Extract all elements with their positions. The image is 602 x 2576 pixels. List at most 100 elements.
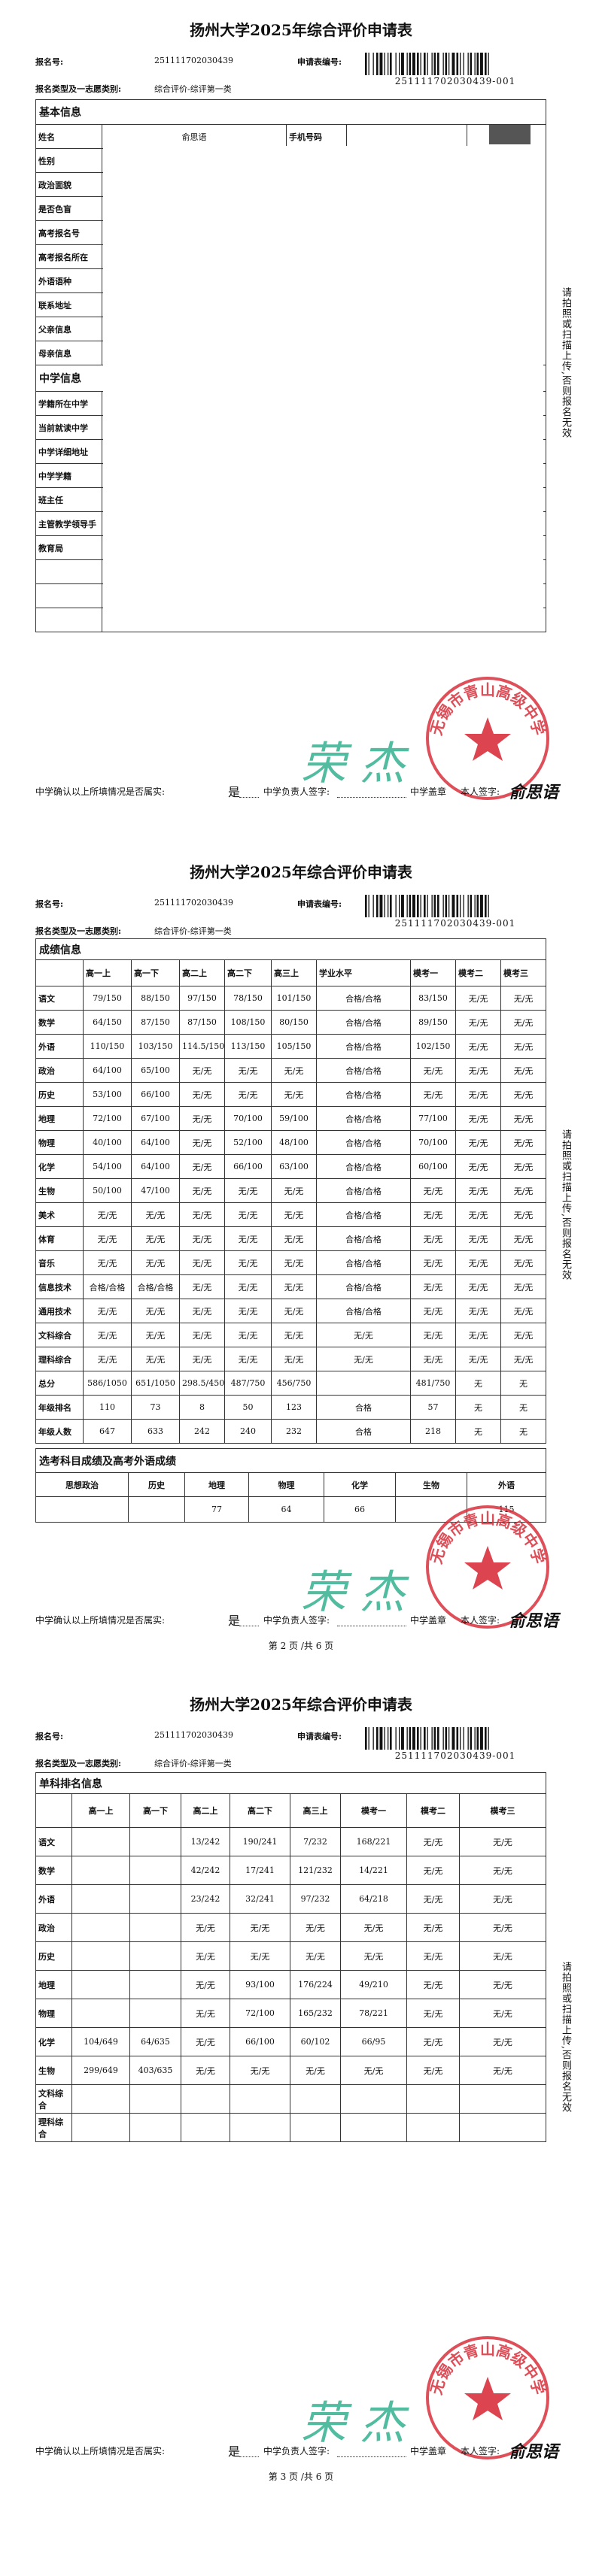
table-cell: 无/无 [230,1941,290,1971]
table-row: 姓名 俞思语 手机号码 [35,124,547,365]
barcode-bar [395,895,397,917]
barcode-bar [451,53,455,75]
table-cell [290,2113,341,2142]
barcode-bar [406,53,408,75]
table-cell: 俞思语 [102,124,287,149]
table-cell: 无/无 [458,2056,547,2085]
table-cell [129,1884,181,1914]
principal-label: 中学负责人签字: [263,1615,330,1626]
table-cell: 70/100 [224,1106,272,1131]
table-cell: 63/100 [271,1154,317,1179]
table-cell: 无/无 [458,1827,547,1856]
table-row: 历史 无/无 无/无 无/无 无/无 无/无 无/无 [35,1941,547,1971]
table-cell: 高二下 [230,1793,290,1828]
table-cell: 无/无 [224,1250,272,1275]
table-cell: 无/无 [410,1058,456,1083]
table-cell: 无/无 [500,1010,547,1035]
table-cell: 历史 [35,1082,84,1107]
principal-label: 中学负责人签字: [263,786,330,797]
barcode-bar [412,1727,415,1750]
table-cell: 父亲信息 [35,317,102,341]
barcode [365,895,489,917]
table-cell: 选考科目成绩及高考外语成绩 [35,1448,547,1473]
barcode-bar [379,1727,383,1750]
table-cell: 合格/合格 [316,1058,411,1083]
type-label: 报名类型及一志愿类别: [35,1759,122,1768]
table-cell: 语文 [35,1827,72,1856]
table-row: 政治 无/无 无/无 无/无 无/无 无/无 无/无 [35,1913,547,1942]
table-cell: 无/无 [224,1299,272,1323]
barcode-bar [372,895,374,917]
table-row: 美术 无/无 无/无 无/无 无/无 无/无 合格/合格 无/无 无/无 无/无 [35,1202,547,1227]
table-cell [71,1884,130,1914]
table-cell: 123 [271,1395,317,1420]
barcode [365,53,489,75]
side-note: 请拍照或扫描上传,否则报名无效 [560,1962,571,2114]
table-cell: 外语语种 [35,268,102,293]
table-cell: 60/102 [290,2027,341,2056]
table-cell: 外语 [466,1472,547,1497]
barcode-bar [448,53,450,75]
table-cell [406,2113,460,2142]
table-cell: 模考三 [458,1793,547,1828]
table-cell: 无/无 [340,2056,407,2085]
table-cell: 651/1050 [131,1371,180,1396]
table-row: 文科综合 [35,2084,547,2114]
table-cell: 59/100 [271,1106,317,1131]
barcode-bar [476,1727,479,1750]
table-cell: 高考报名号 [35,220,102,245]
seal-ring [426,1505,549,1629]
table-cell: 无/无 [131,1323,180,1347]
barcode-bar [485,53,487,75]
table-cell: 无/无 [179,1106,225,1131]
barcode-bar [445,53,448,75]
barcode-bar [401,1727,404,1750]
table-cell: 无 [455,1395,501,1420]
table-cell: 高二上 [181,1793,230,1828]
table-row: 理科综合 [35,2113,547,2142]
table-cell: 49/210 [340,1970,407,1999]
table-cell: 无/无 [224,1226,272,1251]
table-cell: 78/221 [340,1999,407,2028]
table-cell: 无/无 [179,1058,225,1083]
seal-label: 中学盖章 [410,786,447,797]
barcode-bar [437,53,439,75]
table-cell: 政治 [35,1058,84,1083]
table-cell: 物理 [35,1999,72,2028]
principal-label: 中学负责人签字: [263,2446,330,2456]
table-cell: 无/无 [458,1884,547,1914]
table-cell: 思想政治 [35,1472,129,1497]
table-cell: 无/无 [410,1082,456,1107]
type-value: 综合评价-综评第一类 [154,926,232,936]
page-number: 第 3 页 /共 6 页 [268,2471,334,2482]
form-page: 扬州大学2025年综合评价申请表 报名号: 251111702030439 申请表编号… [0,842,602,1674]
barcode-bar [412,895,415,917]
table-cell: 64 [248,1496,324,1523]
table-cell: 无 [500,1419,547,1444]
barcode-bar [390,53,392,75]
table-cell [395,1496,467,1523]
table-cell: 无/无 [179,1130,225,1155]
table-cell: 无/无 [224,1178,272,1203]
table-cell: 104/649 [71,2027,130,2056]
self-label: 本人签字: [461,2446,500,2456]
table-cell: 无/无 [179,1250,225,1275]
table-cell: 无/无 [410,1250,456,1275]
table-cell: 无/无 [83,1323,132,1347]
table-cell: 113/150 [224,1034,272,1059]
confirm-question: 中学确认以上所填情况是否属实: [35,1615,166,1626]
table-cell [71,1827,130,1856]
barcode-bar [467,53,469,75]
table-cell: 87/150 [179,1010,225,1035]
table-cell: 无/无 [410,1202,456,1227]
form-label: 申请表编号: [297,1732,342,1741]
table-row: 化学 54/100 64/100 无/无 66/100 63/100 合格/合格 60/100… [35,1154,547,1179]
barcode-bar [431,895,433,917]
table-cell [128,1496,185,1523]
table-cell: 无/无 [455,1347,501,1371]
self-sign: 俞思语 [509,783,559,802]
table-row: 语文 79/150 88/150 97/150 78/150 101/150 合格/合格 83… [35,986,547,1011]
barcode-bar [427,1727,428,1750]
page-number: 第 2 页 /共 6 页 [268,1641,334,1651]
table-cell: 合格/合格 [316,1106,411,1131]
